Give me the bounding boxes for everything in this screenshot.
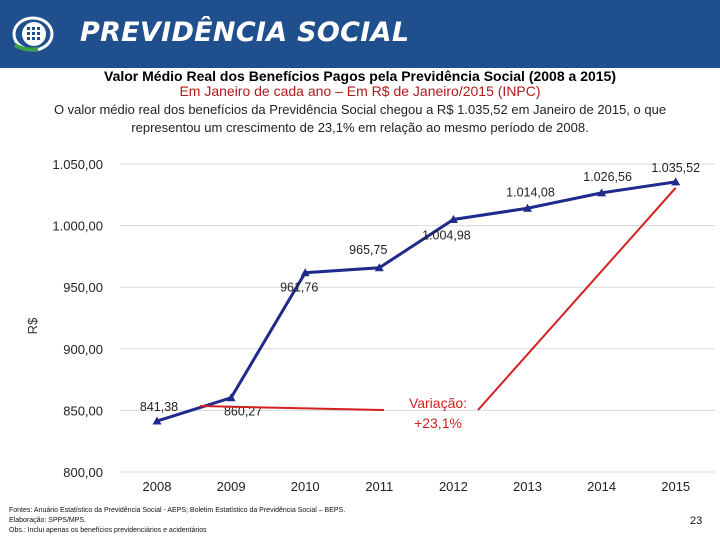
previdencia-social-logo-icon <box>12 16 54 52</box>
data-point <box>597 188 607 197</box>
x-tick-label: 2010 <box>291 479 320 494</box>
x-tick-label: 2011 <box>365 479 393 494</box>
y-tick-label: 900,00 <box>63 342 103 357</box>
data-label: 1.026,56 <box>583 170 632 184</box>
page-subtitle: Em Janeiro de cada ano – Em R$ de Janeir… <box>179 83 541 99</box>
page-number: 23 <box>690 515 703 527</box>
description-text: O valor médio real dos benefícios da Pre… <box>53 102 667 135</box>
footer-notes: Fontes: Anuário Estatístico da Previdênc… <box>9 506 345 536</box>
x-axis-tick-labels: 2008 2009 2010 2011 2012 2013 2014 2015 <box>143 479 691 494</box>
page-title: Valor Médio Real dos Benefícios Pagos pe… <box>104 68 616 84</box>
x-tick-label: 2012 <box>439 479 468 494</box>
data-label: 965,75 <box>349 243 387 257</box>
data-label: 1.004,98 <box>422 228 471 242</box>
x-tick-label: 2009 <box>217 479 246 494</box>
data-point <box>226 393 236 402</box>
y-tick-label: 950,00 <box>63 280 103 295</box>
series-group <box>152 177 681 425</box>
data-label: 860,27 <box>224 405 262 419</box>
footer-elaboration: Elaboração: SPPS/MPS. <box>9 517 87 524</box>
variation-line <box>199 187 677 412</box>
data-label: 841,38 <box>140 400 178 414</box>
x-tick-label: 2014 <box>587 479 616 494</box>
footer-sources: Fontes: Anuário Estatístico da Previdênc… <box>9 507 346 514</box>
y-axis-label: R$ <box>25 317 40 334</box>
series-line <box>156 180 676 423</box>
x-tick-label: 2008 <box>143 479 172 494</box>
data-labels-group: 841,38 860,27 961,76 965,75 1.004,98 1.014,08… <box>140 161 700 419</box>
chart-grid <box>120 163 715 473</box>
data-label: 1.014,08 <box>506 185 555 199</box>
data-point <box>152 416 162 425</box>
y-tick-label: 1.000,00 <box>52 219 103 234</box>
data-point <box>448 214 458 223</box>
y-tick-label: 800,00 <box>63 465 103 480</box>
data-label: 1.035,52 <box>651 161 700 175</box>
brand-title: PREVIDÊNCIA SOCIAL <box>80 17 410 48</box>
variation-value: +23,1% <box>414 415 462 431</box>
y-tick-label: 850,00 <box>63 403 103 418</box>
data-point <box>374 263 384 272</box>
data-point <box>300 268 310 277</box>
data-point <box>671 177 681 186</box>
x-tick-label: 2015 <box>661 479 690 494</box>
x-tick-label: 2013 <box>513 479 542 494</box>
variation-label: Variação: <box>409 395 467 411</box>
y-tick-label: 1.050,00 <box>52 157 103 172</box>
header-bar: PREVIDÊNCIA SOCIAL <box>0 0 720 68</box>
y-axis-tick-labels: 800,00 850,00 900,00 950,00 1.000,00 1.050,00 <box>52 157 103 480</box>
footer-observation: Obs.: Inclui apenas os benefícios previd… <box>9 527 207 534</box>
data-point <box>523 203 532 212</box>
data-label: 961,76 <box>280 281 318 295</box>
